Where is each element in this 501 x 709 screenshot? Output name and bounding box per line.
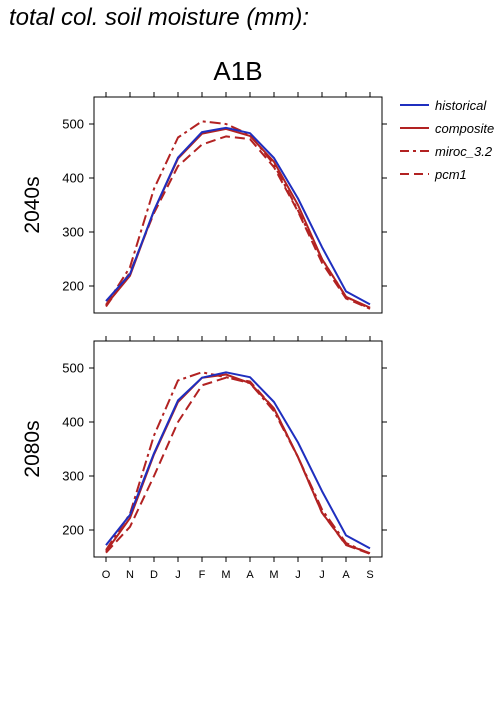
series-miroc-3-2 bbox=[105, 120, 371, 310]
month-label: S bbox=[366, 569, 373, 581]
month-label: J bbox=[319, 569, 325, 581]
figure-title: total col. soil moisture (mm): bbox=[9, 4, 310, 31]
series-miroc-3-2 bbox=[105, 371, 371, 555]
y-tick-label: 400 bbox=[62, 171, 84, 186]
y-tick-label: 400 bbox=[62, 415, 84, 430]
y-tick-label: 200 bbox=[62, 523, 84, 538]
month-label: J bbox=[295, 569, 301, 581]
scenario-title: A1B bbox=[213, 56, 262, 86]
legend-label: pcm1 bbox=[434, 167, 467, 182]
series-pcm1 bbox=[105, 135, 371, 310]
month-label: N bbox=[126, 569, 134, 581]
panel-2040s: 200 300 400 500 2040s bbox=[21, 92, 387, 314]
month-label: A bbox=[246, 569, 254, 581]
legend: historical composite miroc_3.2 pcm1 bbox=[400, 98, 494, 182]
month-label: F bbox=[199, 569, 206, 581]
legend-label: composite bbox=[435, 121, 494, 136]
legend-label: miroc_3.2 bbox=[435, 144, 493, 159]
series-historical bbox=[105, 371, 371, 550]
legend-label: historical bbox=[435, 98, 487, 113]
plot-frame bbox=[93, 340, 383, 558]
panel-2080s: 200 300 400 500 2080s bbox=[21, 336, 387, 562]
y-tick-label: 500 bbox=[62, 117, 84, 132]
series-pcm1 bbox=[105, 376, 371, 555]
y-tick-label: 300 bbox=[62, 469, 84, 484]
month-label: O bbox=[102, 569, 111, 581]
row-label: 2080s bbox=[21, 420, 44, 477]
month-label: M bbox=[221, 569, 230, 581]
month-label: J bbox=[175, 569, 181, 581]
plot-frame bbox=[93, 96, 383, 314]
row-label: 2040s bbox=[21, 176, 44, 233]
y-tick-label: 200 bbox=[62, 279, 84, 294]
month-label: D bbox=[150, 569, 158, 581]
month-label: M bbox=[269, 569, 278, 581]
y-tick-label: 500 bbox=[62, 361, 84, 376]
month-label: A bbox=[342, 569, 350, 581]
series-historical bbox=[105, 126, 371, 306]
y-tick-label: 300 bbox=[62, 225, 84, 240]
